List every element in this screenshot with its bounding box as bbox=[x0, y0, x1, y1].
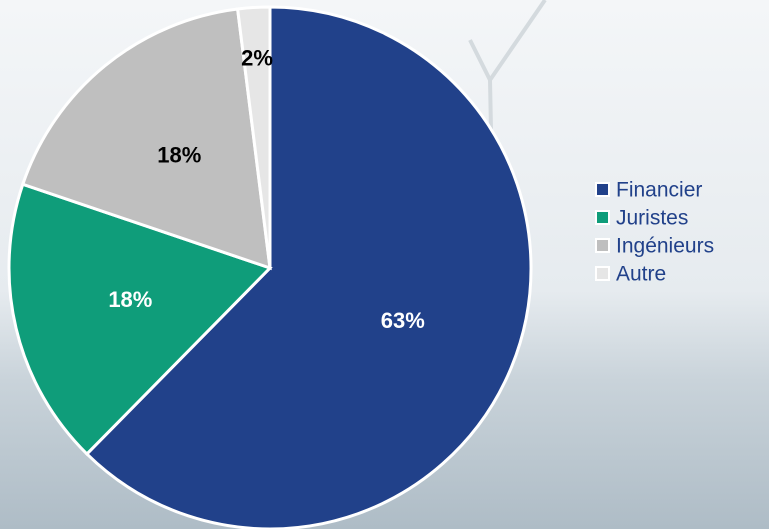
pie-slice bbox=[84, 5, 533, 529]
data-label: 63% bbox=[381, 308, 425, 333]
legend-label: Autre bbox=[616, 263, 666, 286]
data-label: 18% bbox=[157, 143, 201, 168]
legend-label: Financier bbox=[616, 179, 702, 202]
legend-swatch bbox=[595, 238, 610, 253]
legend-label: Juristes bbox=[616, 207, 688, 230]
legend-swatch bbox=[595, 266, 610, 281]
data-label: 2% bbox=[241, 45, 273, 70]
pie-slice bbox=[7, 182, 273, 457]
pie-slice bbox=[20, 7, 272, 271]
legend-swatch bbox=[595, 182, 610, 197]
legend-label: Ingénieurs bbox=[616, 235, 714, 258]
legend-swatch bbox=[595, 210, 610, 225]
pie-slice bbox=[235, 5, 272, 269]
data-label: 18% bbox=[108, 287, 152, 312]
